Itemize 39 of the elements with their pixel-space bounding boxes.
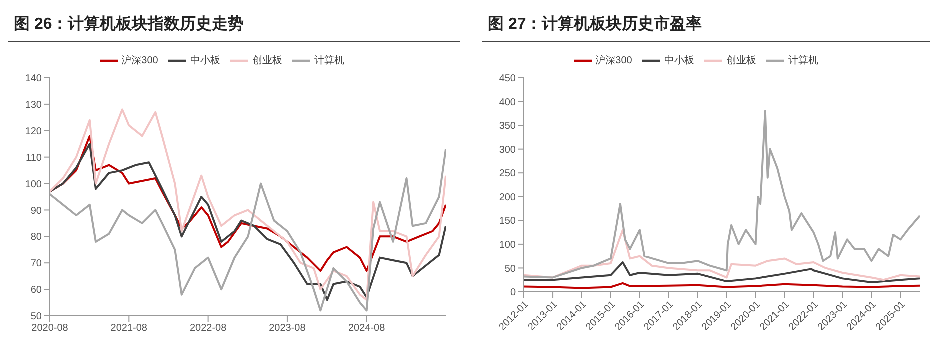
x-tick-label: 2024-08 bbox=[348, 323, 386, 334]
y-tick-label: 250 bbox=[499, 168, 516, 180]
y-tick-label: 400 bbox=[499, 97, 516, 108]
y-tick-label: 70 bbox=[30, 258, 42, 270]
y-tick-label: 450 bbox=[499, 74, 516, 85]
legend-label: 创业板 bbox=[726, 56, 756, 67]
x-tick-label: 2020-08 bbox=[32, 323, 69, 334]
y-tick-label: 120 bbox=[25, 126, 42, 138]
y-tick-label: 350 bbox=[499, 121, 516, 132]
y-tick-label: 110 bbox=[26, 152, 42, 164]
x-tick-label: 2021-08 bbox=[110, 323, 148, 334]
legend-label: 沪深300 bbox=[596, 56, 632, 67]
y-tick-label: 90 bbox=[30, 206, 42, 217]
legend-label: 创业板 bbox=[252, 56, 282, 67]
x-tick-label: 2023-08 bbox=[269, 323, 306, 334]
line-series bbox=[524, 262, 920, 284]
legend-label: 沪深300 bbox=[122, 56, 158, 67]
y-tick-label: 60 bbox=[30, 285, 42, 296]
chart-title: 图 27：计算机板块历史市盈率 bbox=[482, 8, 930, 42]
y-tick-label: 0 bbox=[510, 288, 516, 299]
y-tick-label: 150 bbox=[499, 216, 516, 228]
y-tick-label: 50 bbox=[30, 312, 42, 323]
legend-label: 计算机 bbox=[314, 56, 344, 67]
y-tick-label: 130 bbox=[25, 100, 42, 111]
chart-title: 图 26：计算机板块指数历史走势 bbox=[8, 8, 460, 42]
legend-label: 中小板 bbox=[664, 56, 694, 67]
y-tick-label: 80 bbox=[30, 232, 42, 244]
line-series bbox=[524, 229, 920, 282]
y-tick-label: 100 bbox=[499, 240, 516, 251]
line-series bbox=[50, 108, 446, 302]
y-tick-label: 140 bbox=[25, 74, 42, 85]
legend-label: 计算机 bbox=[788, 56, 818, 67]
y-tick-label: 300 bbox=[499, 144, 516, 156]
y-tick-label: 200 bbox=[499, 192, 516, 204]
y-tick-label: 100 bbox=[25, 179, 42, 190]
legend-label: 中小板 bbox=[190, 56, 220, 67]
y-tick-label: 50 bbox=[504, 264, 516, 275]
line-series bbox=[524, 110, 920, 279]
x-tick-label: 2022-08 bbox=[190, 323, 228, 334]
